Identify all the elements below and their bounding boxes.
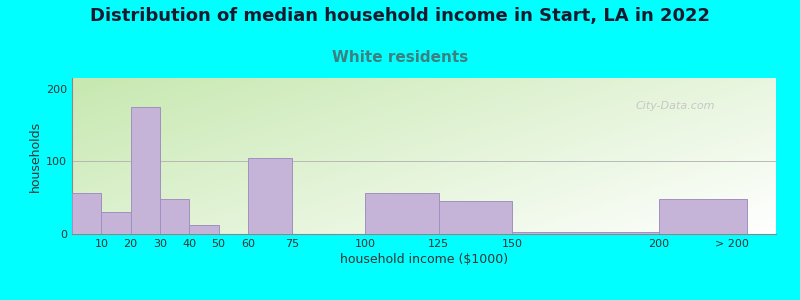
Bar xyxy=(658,199,746,234)
Bar xyxy=(438,201,512,234)
Bar xyxy=(366,193,438,234)
Bar xyxy=(248,158,292,234)
Text: Distribution of median household income in Start, LA in 2022: Distribution of median household income … xyxy=(90,8,710,26)
Bar xyxy=(72,193,102,234)
Bar xyxy=(130,107,160,234)
Bar xyxy=(160,199,190,234)
X-axis label: household income ($1000): household income ($1000) xyxy=(340,253,508,266)
Y-axis label: households: households xyxy=(29,120,42,192)
Bar xyxy=(102,212,130,234)
Bar xyxy=(512,232,658,234)
Bar xyxy=(190,225,218,234)
Text: City-Data.com: City-Data.com xyxy=(635,101,714,111)
Text: White residents: White residents xyxy=(332,50,468,64)
